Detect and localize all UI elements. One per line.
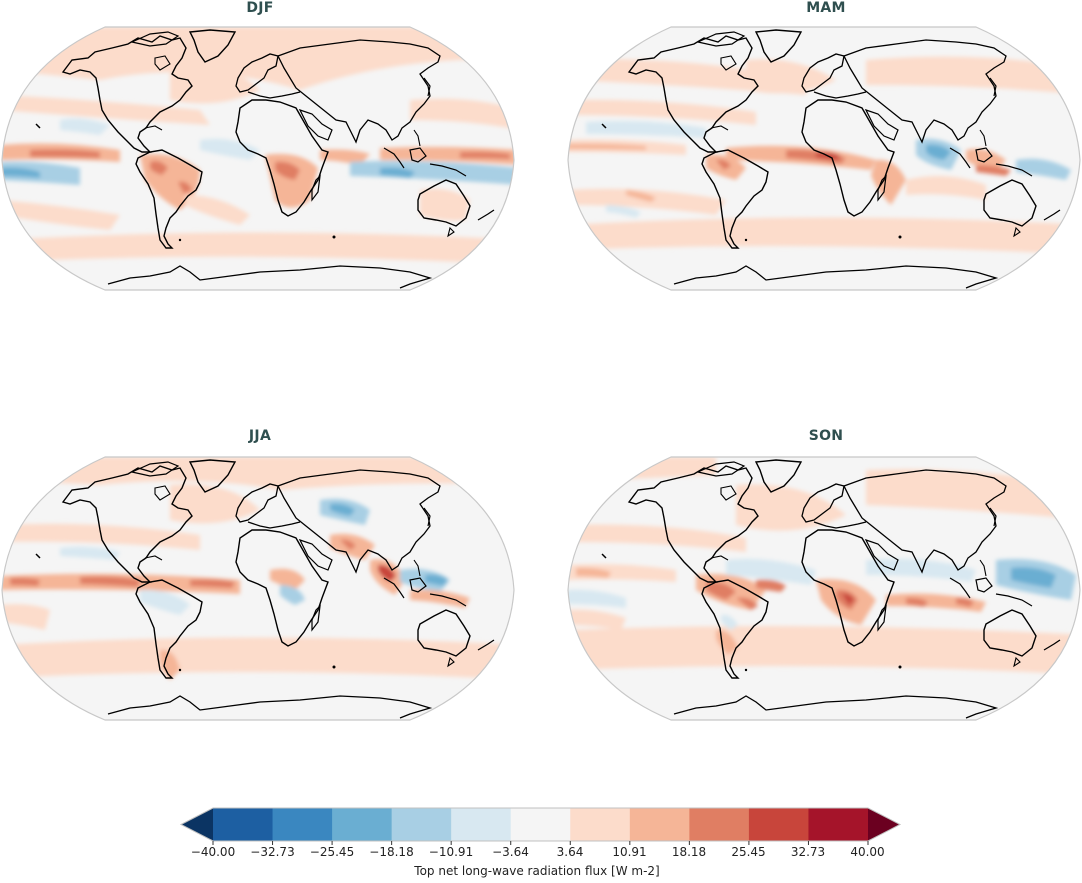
colorbar-tick-label: 25.45: [731, 845, 766, 859]
map-mam: [567, 26, 1081, 291]
colorbar-label: Top net long-wave radiation flux [W m-2]: [414, 864, 660, 878]
colorbar: [179, 807, 902, 845]
panel-djf: DJF: [0, 0, 520, 300]
map-frame: [1, 456, 515, 721]
colorbar-extend-max: [868, 808, 900, 841]
panel-title: DJF: [246, 0, 274, 16]
panel-jja: JJA: [0, 428, 520, 728]
colorbar-segment: [629, 808, 690, 841]
colorbar-tick-label: −3.64: [492, 845, 529, 859]
panel-son: SON: [566, 428, 1082, 728]
panel-mam: MAM: [566, 0, 1082, 300]
map-djf: [1, 26, 515, 291]
map-jja: [1, 456, 515, 721]
colorbar-segment: [689, 808, 750, 841]
colorbar-segment: [748, 808, 809, 841]
colorbar-tick-label: −32.73: [250, 845, 295, 859]
colorbar-tick-label: 3.64: [556, 845, 584, 859]
colorbar-tick-label: 32.73: [790, 845, 826, 859]
colorbar-tick-label: −10.91: [428, 845, 474, 859]
colorbar-segment: [272, 808, 333, 841]
map-son: [567, 456, 1081, 721]
colorbar-segment: [213, 808, 274, 841]
map-frame: [567, 456, 1081, 721]
colorbar-segment: [332, 808, 393, 841]
colorbar-tick-label: −40.00: [190, 845, 236, 859]
colorbar-tick-label: −25.45: [309, 845, 355, 859]
colorbar-segment: [808, 808, 869, 841]
colorbar-tick-label: 18.18: [671, 845, 707, 859]
colorbar-tick-label: −18.18: [369, 845, 414, 859]
colorbar-tick-label: 40.00: [850, 845, 885, 859]
colorbar-extend-min: [181, 808, 213, 841]
colorbar-segment: [451, 808, 512, 841]
panel-title: MAM: [806, 0, 846, 16]
colorbar-segment: [570, 808, 631, 841]
map-frame: [567, 26, 1081, 291]
map-frame: [1, 26, 515, 291]
colorbar-segment: [510, 808, 571, 841]
panel-title: JJA: [248, 428, 272, 444]
panel-title: SON: [808, 428, 844, 444]
colorbar-ticks: −40.00 −32.73 −25.45 −18.18 −10.91 −3.64…: [0, 845, 1082, 863]
colorbar-tick-label: 10.91: [612, 845, 647, 859]
colorbar-segment: [391, 808, 452, 841]
